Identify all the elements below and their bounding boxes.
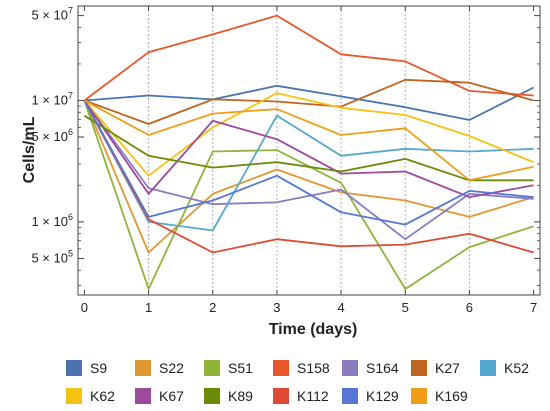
legend-swatch <box>480 360 496 376</box>
y-tick-label: 5 × 106 <box>31 127 73 144</box>
legend-item-k62: K62 <box>66 388 135 404</box>
x-tick-label: 7 <box>530 300 537 315</box>
legend-item-s22: S22 <box>135 360 204 376</box>
series-line-k169 <box>83 99 534 182</box>
legend-swatch <box>204 360 220 376</box>
legend-item-k169: K169 <box>411 388 480 404</box>
legend-swatch <box>273 360 289 376</box>
series-line-k62 <box>83 92 534 177</box>
legend-label: S22 <box>159 360 184 376</box>
legend-label: K67 <box>159 388 184 404</box>
x-tick-label: 4 <box>337 300 344 315</box>
legend-label: S9 <box>90 360 108 376</box>
series-line-s164 <box>83 99 534 241</box>
legend-swatch <box>273 388 289 404</box>
series-line-k27 <box>84 78 534 125</box>
legend-swatch <box>342 360 358 376</box>
series-line-s9 <box>84 84 535 121</box>
legend-swatch <box>342 388 358 404</box>
legend-item-k67: K67 <box>135 388 204 404</box>
legend-row: S9 S22 S51 S158 S164 K27 K52 <box>66 354 550 382</box>
legend-swatch <box>66 388 82 404</box>
legend-item-k112: K112 <box>273 388 342 404</box>
legend-item-s158: S158 <box>273 360 342 376</box>
legend-row: K62 K67 K89 K112 K129 K169 <box>66 382 550 410</box>
legend-item-s164: S164 <box>342 360 411 376</box>
y-tick-label: 1 × 107 <box>31 90 73 107</box>
series-line-s158 <box>83 14 534 102</box>
series-line-k52 <box>83 100 534 232</box>
x-tick-label: 3 <box>273 300 280 315</box>
series-line-k112 <box>83 100 534 254</box>
x-tick-label: 2 <box>209 300 216 315</box>
y-tick-label: 5 × 107 <box>31 6 73 23</box>
legend-item-k129: K129 <box>342 388 411 404</box>
legend-item-k89: K89 <box>204 388 273 404</box>
legend-swatch <box>411 360 427 376</box>
x-tick-label: 5 <box>402 300 409 315</box>
legend-label: S158 <box>297 360 330 376</box>
legend-label: K62 <box>90 388 115 404</box>
series-line-k129 <box>83 100 534 226</box>
legend-swatch <box>135 388 151 404</box>
legend-label: K169 <box>435 388 468 404</box>
legend-label: K89 <box>228 388 253 404</box>
x-tick-label: 1 <box>145 300 152 315</box>
legend-label: K52 <box>504 360 529 376</box>
plot-frame <box>77 5 541 296</box>
x-axis-label: Time (days) <box>269 321 358 338</box>
legend-swatch <box>411 388 427 404</box>
y-tick-label: 5 × 105 <box>31 248 73 265</box>
y-tick-label: 1 × 106 <box>31 212 73 229</box>
legend-item-s9: S9 <box>66 360 135 376</box>
legend-label: S164 <box>366 360 399 376</box>
legend-item-k52: K52 <box>480 360 549 376</box>
series-line-k67 <box>83 99 534 199</box>
legend: S9 S22 S51 S158 S164 K27 K52 K62 K67 K89 K112 K129 K… <box>66 354 550 410</box>
x-tick-label: 0 <box>81 300 88 315</box>
legend-swatch <box>135 360 151 376</box>
legend-item-k27: K27 <box>411 360 480 376</box>
legend-swatch <box>66 360 82 376</box>
y-axis-label: Cells/mL <box>21 116 38 183</box>
line-chart: 0 1 2 3 4 5 6 7 5 × 105 1 × 106 5 × 106 1 × 107 5 × … <box>21 5 541 338</box>
legend-swatch <box>204 388 220 404</box>
legend-label: S51 <box>228 360 253 376</box>
series-line-k89 <box>83 114 534 182</box>
legend-label: K112 <box>297 388 329 404</box>
legend-item-s51: S51 <box>204 360 273 376</box>
series-line-s22 <box>83 100 534 254</box>
x-tick-label: 6 <box>466 300 473 315</box>
legend-label: K129 <box>366 388 399 404</box>
legend-label: K27 <box>435 360 460 376</box>
